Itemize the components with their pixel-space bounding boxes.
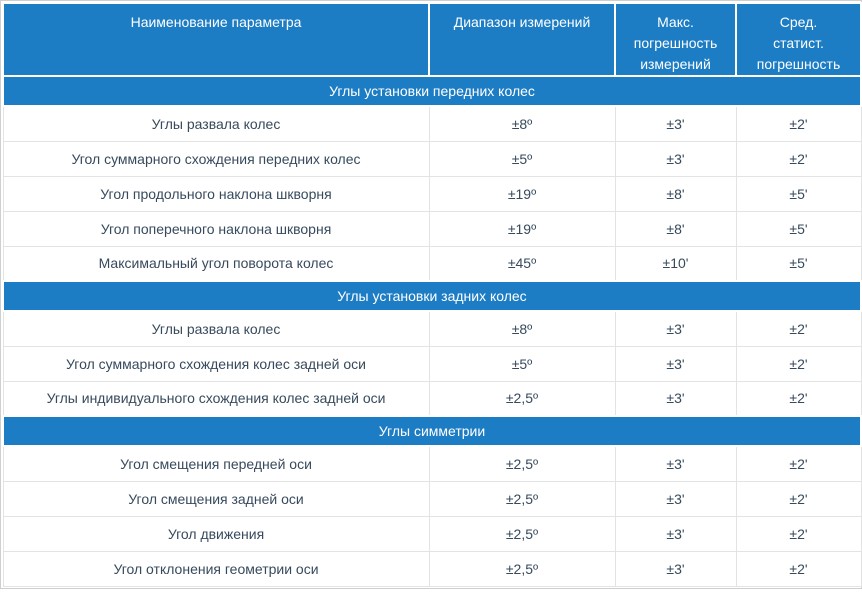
- table-row: Угол поперечного наклона шкворня ±19º ±8…: [2, 210, 862, 247]
- stat-error-cell: ±2': [735, 515, 862, 552]
- column-header-stat-error: Сред. статист. погрешность: [735, 2, 862, 77]
- measurement-parameters-table: Наименование параметра Диапазон измерени…: [2, 2, 862, 587]
- parameter-name-cell: Углы развала колес: [2, 310, 430, 347]
- stat-error-cell: ±2': [735, 480, 862, 517]
- max-error-cell: ±10': [614, 245, 737, 282]
- max-error-cell: ±8': [614, 210, 737, 247]
- parameter-name-cell: Углы развала колес: [2, 105, 430, 142]
- parameter-name-cell: Угол продольного наклона шкворня: [2, 175, 430, 212]
- range-cell: ±2,5º: [428, 480, 616, 517]
- parameter-name-cell: Максимальный угол поворота колес: [2, 245, 430, 282]
- stat-error-cell: ±2': [735, 345, 862, 382]
- max-error-cell: ±3': [614, 480, 737, 517]
- section-title-rear-wheels: Углы установки задних колес: [2, 280, 862, 312]
- max-error-cell: ±3': [614, 310, 737, 347]
- range-cell: ±2,5º: [428, 380, 616, 417]
- stat-error-cell: ±2': [735, 550, 862, 587]
- stat-error-cell: ±2': [735, 445, 862, 482]
- table-row: Углы развала колес ±8º ±3' ±2': [2, 105, 862, 142]
- section-title-front-wheels: Углы установки передних колес: [2, 75, 862, 107]
- range-cell: ±2,5º: [428, 445, 616, 482]
- max-error-cell: ±3': [614, 515, 737, 552]
- parameter-name-cell: Угол суммарного схождения передних колес: [2, 140, 430, 177]
- stat-error-cell: ±5': [735, 245, 862, 282]
- column-header-max-error: Макс. погрешность измерений: [614, 2, 737, 77]
- stat-error-cell: ±2': [735, 105, 862, 142]
- range-cell: ±8º: [428, 105, 616, 142]
- table-row: Угол отклонения геометрии оси ±2,5º ±3' …: [2, 550, 862, 587]
- range-cell: ±5º: [428, 140, 616, 177]
- parameter-name-cell: Угол движения: [2, 515, 430, 552]
- range-cell: ±19º: [428, 175, 616, 212]
- max-error-cell: ±3': [614, 445, 737, 482]
- section-header-row-symmetry: Углы симметрии: [2, 415, 862, 447]
- table-row: Угол смещения задней оси ±2,5º ±3' ±2': [2, 480, 862, 517]
- max-error-cell: ±3': [614, 105, 737, 142]
- parameter-name-cell: Угол отклонения геометрии оси: [2, 550, 430, 587]
- parameter-name-cell: Угол смещения задней оси: [2, 480, 430, 517]
- column-header-measurement-range: Диапазон измерений: [428, 2, 616, 77]
- table-row: Углы развала колес ±8º ±3' ±2': [2, 310, 862, 347]
- range-cell: ±5º: [428, 345, 616, 382]
- measurement-parameters-table-wrap: Наименование параметра Диапазон измерени…: [0, 0, 862, 589]
- range-cell: ±2,5º: [428, 515, 616, 552]
- max-error-cell: ±8': [614, 175, 737, 212]
- column-header-parameter-name: Наименование параметра: [2, 2, 430, 77]
- table-row: Углы индивидуального схождения колес зад…: [2, 380, 862, 417]
- section-header-row-front-wheels: Углы установки передних колес: [2, 75, 862, 107]
- section-title-symmetry: Углы симметрии: [2, 415, 862, 447]
- table-row: Угол суммарного схождения передних колес…: [2, 140, 862, 177]
- stat-error-cell: ±2': [735, 140, 862, 177]
- parameter-name-cell: Угол поперечного наклона шкворня: [2, 210, 430, 247]
- table-row: Угол суммарного схождения колес задней о…: [2, 345, 862, 382]
- range-cell: ±8º: [428, 310, 616, 347]
- max-error-cell: ±3': [614, 345, 737, 382]
- range-cell: ±45º: [428, 245, 616, 282]
- table-row: Угол смещения передней оси ±2,5º ±3' ±2': [2, 445, 862, 482]
- stat-error-cell: ±2': [735, 380, 862, 417]
- max-error-cell: ±3': [614, 140, 737, 177]
- table-header-row: Наименование параметра Диапазон измерени…: [2, 2, 862, 77]
- table-row: Угол движения ±2,5º ±3' ±2': [2, 515, 862, 552]
- section-header-row-rear-wheels: Углы установки задних колес: [2, 280, 862, 312]
- parameter-name-cell: Углы индивидуального схождения колес зад…: [2, 380, 430, 417]
- stat-error-cell: ±2': [735, 310, 862, 347]
- range-cell: ±19º: [428, 210, 616, 247]
- stat-error-cell: ±5': [735, 210, 862, 247]
- max-error-cell: ±3': [614, 380, 737, 417]
- parameter-name-cell: Угол суммарного схождения колес задней о…: [2, 345, 430, 382]
- stat-error-cell: ±5': [735, 175, 862, 212]
- table-row: Максимальный угол поворота колес ±45º ±1…: [2, 245, 862, 282]
- table-row: Угол продольного наклона шкворня ±19º ±8…: [2, 175, 862, 212]
- parameter-name-cell: Угол смещения передней оси: [2, 445, 430, 482]
- range-cell: ±2,5º: [428, 550, 616, 587]
- max-error-cell: ±3': [614, 550, 737, 587]
